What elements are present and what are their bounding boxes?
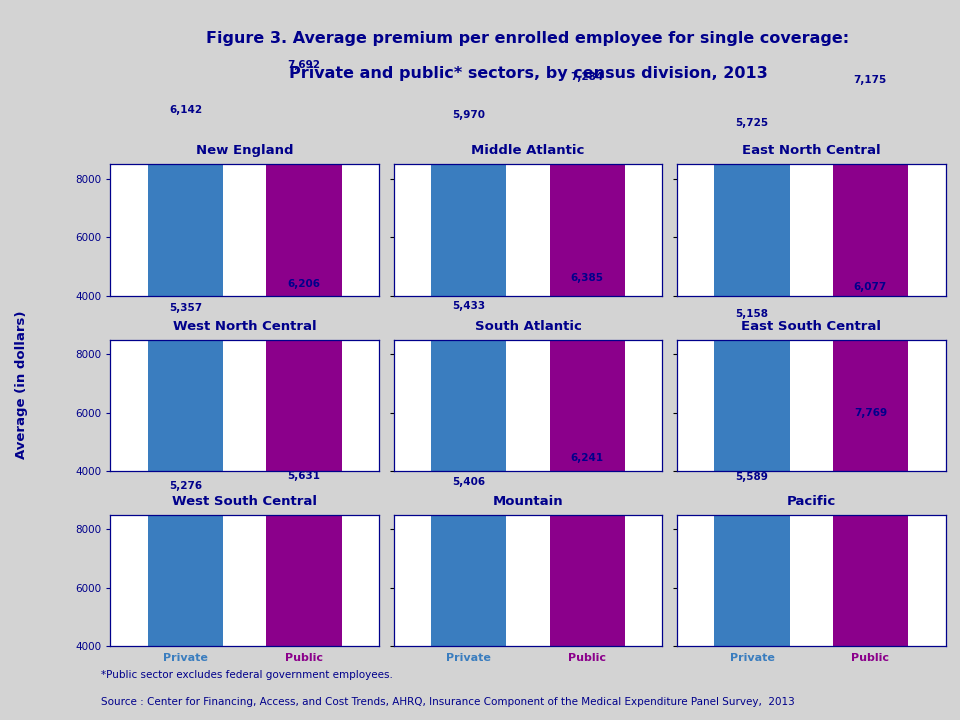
Text: 5,725: 5,725 xyxy=(735,117,769,127)
Bar xyxy=(148,492,224,647)
Text: 5,406: 5,406 xyxy=(452,477,486,487)
Text: 6,206: 6,206 xyxy=(287,279,321,289)
Text: 6,241: 6,241 xyxy=(570,453,604,463)
Bar xyxy=(832,86,908,296)
Text: 7,692: 7,692 xyxy=(287,60,321,70)
Bar xyxy=(148,315,224,471)
Bar xyxy=(431,312,507,471)
Text: 7,175: 7,175 xyxy=(853,75,887,85)
Text: South Atlantic: South Atlantic xyxy=(474,320,582,333)
Text: Source : Center for Financing, Access, and Cost Trends, AHRQ, Insurance Componen: Source : Center for Financing, Access, a… xyxy=(101,697,795,707)
Text: 5,158: 5,158 xyxy=(735,310,769,319)
Text: 6,077: 6,077 xyxy=(853,282,887,292)
Text: 5,433: 5,433 xyxy=(452,301,486,311)
Bar xyxy=(832,419,908,647)
Text: 6,385: 6,385 xyxy=(570,274,604,284)
Text: 5,589: 5,589 xyxy=(735,472,769,482)
Bar xyxy=(549,83,625,296)
Bar xyxy=(431,122,507,296)
Text: 5,357: 5,357 xyxy=(169,303,203,313)
Bar xyxy=(714,320,790,471)
Bar xyxy=(431,488,507,647)
Text: 7,769: 7,769 xyxy=(853,408,887,418)
Text: Pacific: Pacific xyxy=(786,495,836,508)
Text: West South Central: West South Central xyxy=(172,495,318,508)
Bar xyxy=(714,483,790,647)
Text: Private: Private xyxy=(446,652,492,662)
Text: Private and public* sectors, by census division, 2013: Private and public* sectors, by census d… xyxy=(289,66,767,81)
Bar xyxy=(148,117,224,296)
Text: Figure 3. Average premium per enrolled employee for single coverage:: Figure 3. Average premium per enrolled e… xyxy=(206,31,850,45)
Text: West North Central: West North Central xyxy=(173,320,317,333)
Text: East South Central: East South Central xyxy=(741,320,881,333)
Text: Average (in dollars): Average (in dollars) xyxy=(14,311,28,459)
Text: 5,631: 5,631 xyxy=(287,471,321,481)
Bar xyxy=(714,129,790,296)
Text: Private: Private xyxy=(163,652,208,662)
Text: Mountain: Mountain xyxy=(492,495,564,508)
Bar xyxy=(266,482,342,647)
Text: East North Central: East North Central xyxy=(742,145,880,158)
Bar xyxy=(266,71,342,296)
Text: Public: Public xyxy=(852,652,889,662)
Text: 5,970: 5,970 xyxy=(452,110,486,120)
Bar xyxy=(549,284,625,471)
Text: Middle Atlantic: Middle Atlantic xyxy=(471,145,585,158)
Bar xyxy=(549,464,625,647)
Bar xyxy=(266,290,342,471)
Bar xyxy=(832,294,908,471)
Text: *Public sector excludes federal government employees.: *Public sector excludes federal governme… xyxy=(101,670,393,680)
Text: 7,284: 7,284 xyxy=(570,72,604,82)
Text: Public: Public xyxy=(285,652,323,662)
Text: Public: Public xyxy=(568,652,606,662)
Text: 6,142: 6,142 xyxy=(169,105,203,115)
Text: Private: Private xyxy=(730,652,775,662)
Text: New England: New England xyxy=(196,145,294,158)
Text: 5,276: 5,276 xyxy=(169,481,203,491)
